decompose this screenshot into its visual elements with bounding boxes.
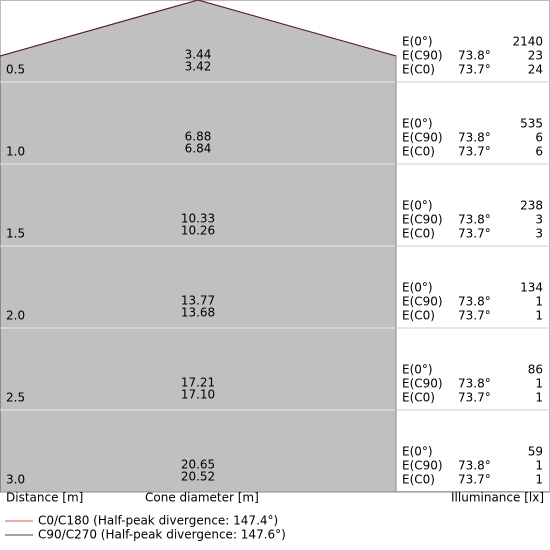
illuminance-value: 23 xyxy=(528,49,543,63)
illuminance-label: E(C0) xyxy=(402,227,435,241)
diameter: 6.84 xyxy=(185,142,212,156)
distance-label: 1.0 xyxy=(6,145,25,159)
footer-label: Illuminance [lx] xyxy=(451,491,544,505)
diameter: 3.44 xyxy=(185,48,212,62)
illuminance-label: E(C90) xyxy=(402,49,443,63)
illuminance-label: E(C90) xyxy=(402,131,443,145)
diameter: 13.68 xyxy=(181,306,215,320)
diameter: 20.65 xyxy=(181,458,215,472)
illuminance-label: E(C90) xyxy=(402,459,443,473)
illuminance-label: E(C90) xyxy=(402,213,443,227)
illuminance-value: 2140 xyxy=(512,35,543,49)
angle: 73.8° xyxy=(458,459,491,473)
illuminance-label: E(0°) xyxy=(402,363,433,377)
illuminance-value: 24 xyxy=(528,63,543,77)
diameter: 17.21 xyxy=(181,376,215,390)
distance-label: 2.5 xyxy=(6,391,25,405)
angle: 73.8° xyxy=(458,49,491,63)
angle: 73.7° xyxy=(458,391,491,405)
angle: 73.8° xyxy=(458,131,491,145)
distance-label: 0.5 xyxy=(6,63,25,77)
illuminance-value: 6 xyxy=(535,131,543,145)
angle: 73.8° xyxy=(458,377,491,391)
angle: 73.8° xyxy=(458,213,491,227)
footer-label: Distance [m] xyxy=(6,491,83,505)
angle: 73.7° xyxy=(458,63,491,77)
illuminance-label: E(C0) xyxy=(402,391,435,405)
illuminance-label: E(0°) xyxy=(402,445,433,459)
illuminance-value: 86 xyxy=(528,363,543,377)
illuminance-label: E(C0) xyxy=(402,309,435,323)
cone-outline xyxy=(0,0,397,57)
diameter: 13.77 xyxy=(181,294,215,308)
footer-label: Cone diameter [m] xyxy=(145,491,259,505)
illuminance-label: E(C90) xyxy=(402,295,443,309)
illuminance-value: 6 xyxy=(535,145,543,159)
illuminance-value: 238 xyxy=(520,199,543,213)
illuminance-value: 134 xyxy=(520,281,543,295)
angle: 73.7° xyxy=(458,145,491,159)
illuminance-label: E(C0) xyxy=(402,63,435,77)
illuminance-label: E(C90) xyxy=(402,377,443,391)
illuminance-value: 1 xyxy=(535,459,543,473)
illuminance-value: 1 xyxy=(535,473,543,487)
illuminance-label: E(C0) xyxy=(402,145,435,159)
diameter: 20.52 xyxy=(181,470,215,484)
legend-label: C90/C270 (Half-peak divergence: 147.6°) xyxy=(38,528,286,542)
illuminance-label: E(0°) xyxy=(402,281,433,295)
diameter: 3.42 xyxy=(185,60,212,74)
diameter: 10.26 xyxy=(181,224,215,238)
illuminance-value: 535 xyxy=(520,117,543,131)
illuminance-value: 1 xyxy=(535,391,543,405)
distance-label: 1.5 xyxy=(6,227,25,241)
illuminance-value: 59 xyxy=(528,445,543,459)
illuminance-value: 3 xyxy=(535,227,543,241)
diameter: 17.10 xyxy=(181,388,215,402)
legend-label: C0/C180 (Half-peak divergence: 147.4°) xyxy=(38,514,278,528)
illuminance-value: 1 xyxy=(535,377,543,391)
angle: 73.7° xyxy=(458,227,491,241)
illuminance-value: 3 xyxy=(535,213,543,227)
illuminance-label: E(0°) xyxy=(402,199,433,213)
distance-label: 3.0 xyxy=(6,473,25,487)
angle: 73.7° xyxy=(458,309,491,323)
illuminance-label: E(0°) xyxy=(402,35,433,49)
illuminance-value: 1 xyxy=(535,309,543,323)
illuminance-value: 1 xyxy=(535,295,543,309)
angle: 73.8° xyxy=(458,295,491,309)
angle: 73.7° xyxy=(458,473,491,487)
diameter: 10.33 xyxy=(181,212,215,226)
illuminance-label: E(0°) xyxy=(402,117,433,131)
diameter: 6.88 xyxy=(185,130,212,144)
illuminance-label: E(C0) xyxy=(402,473,435,487)
distance-label: 2.0 xyxy=(6,309,25,323)
